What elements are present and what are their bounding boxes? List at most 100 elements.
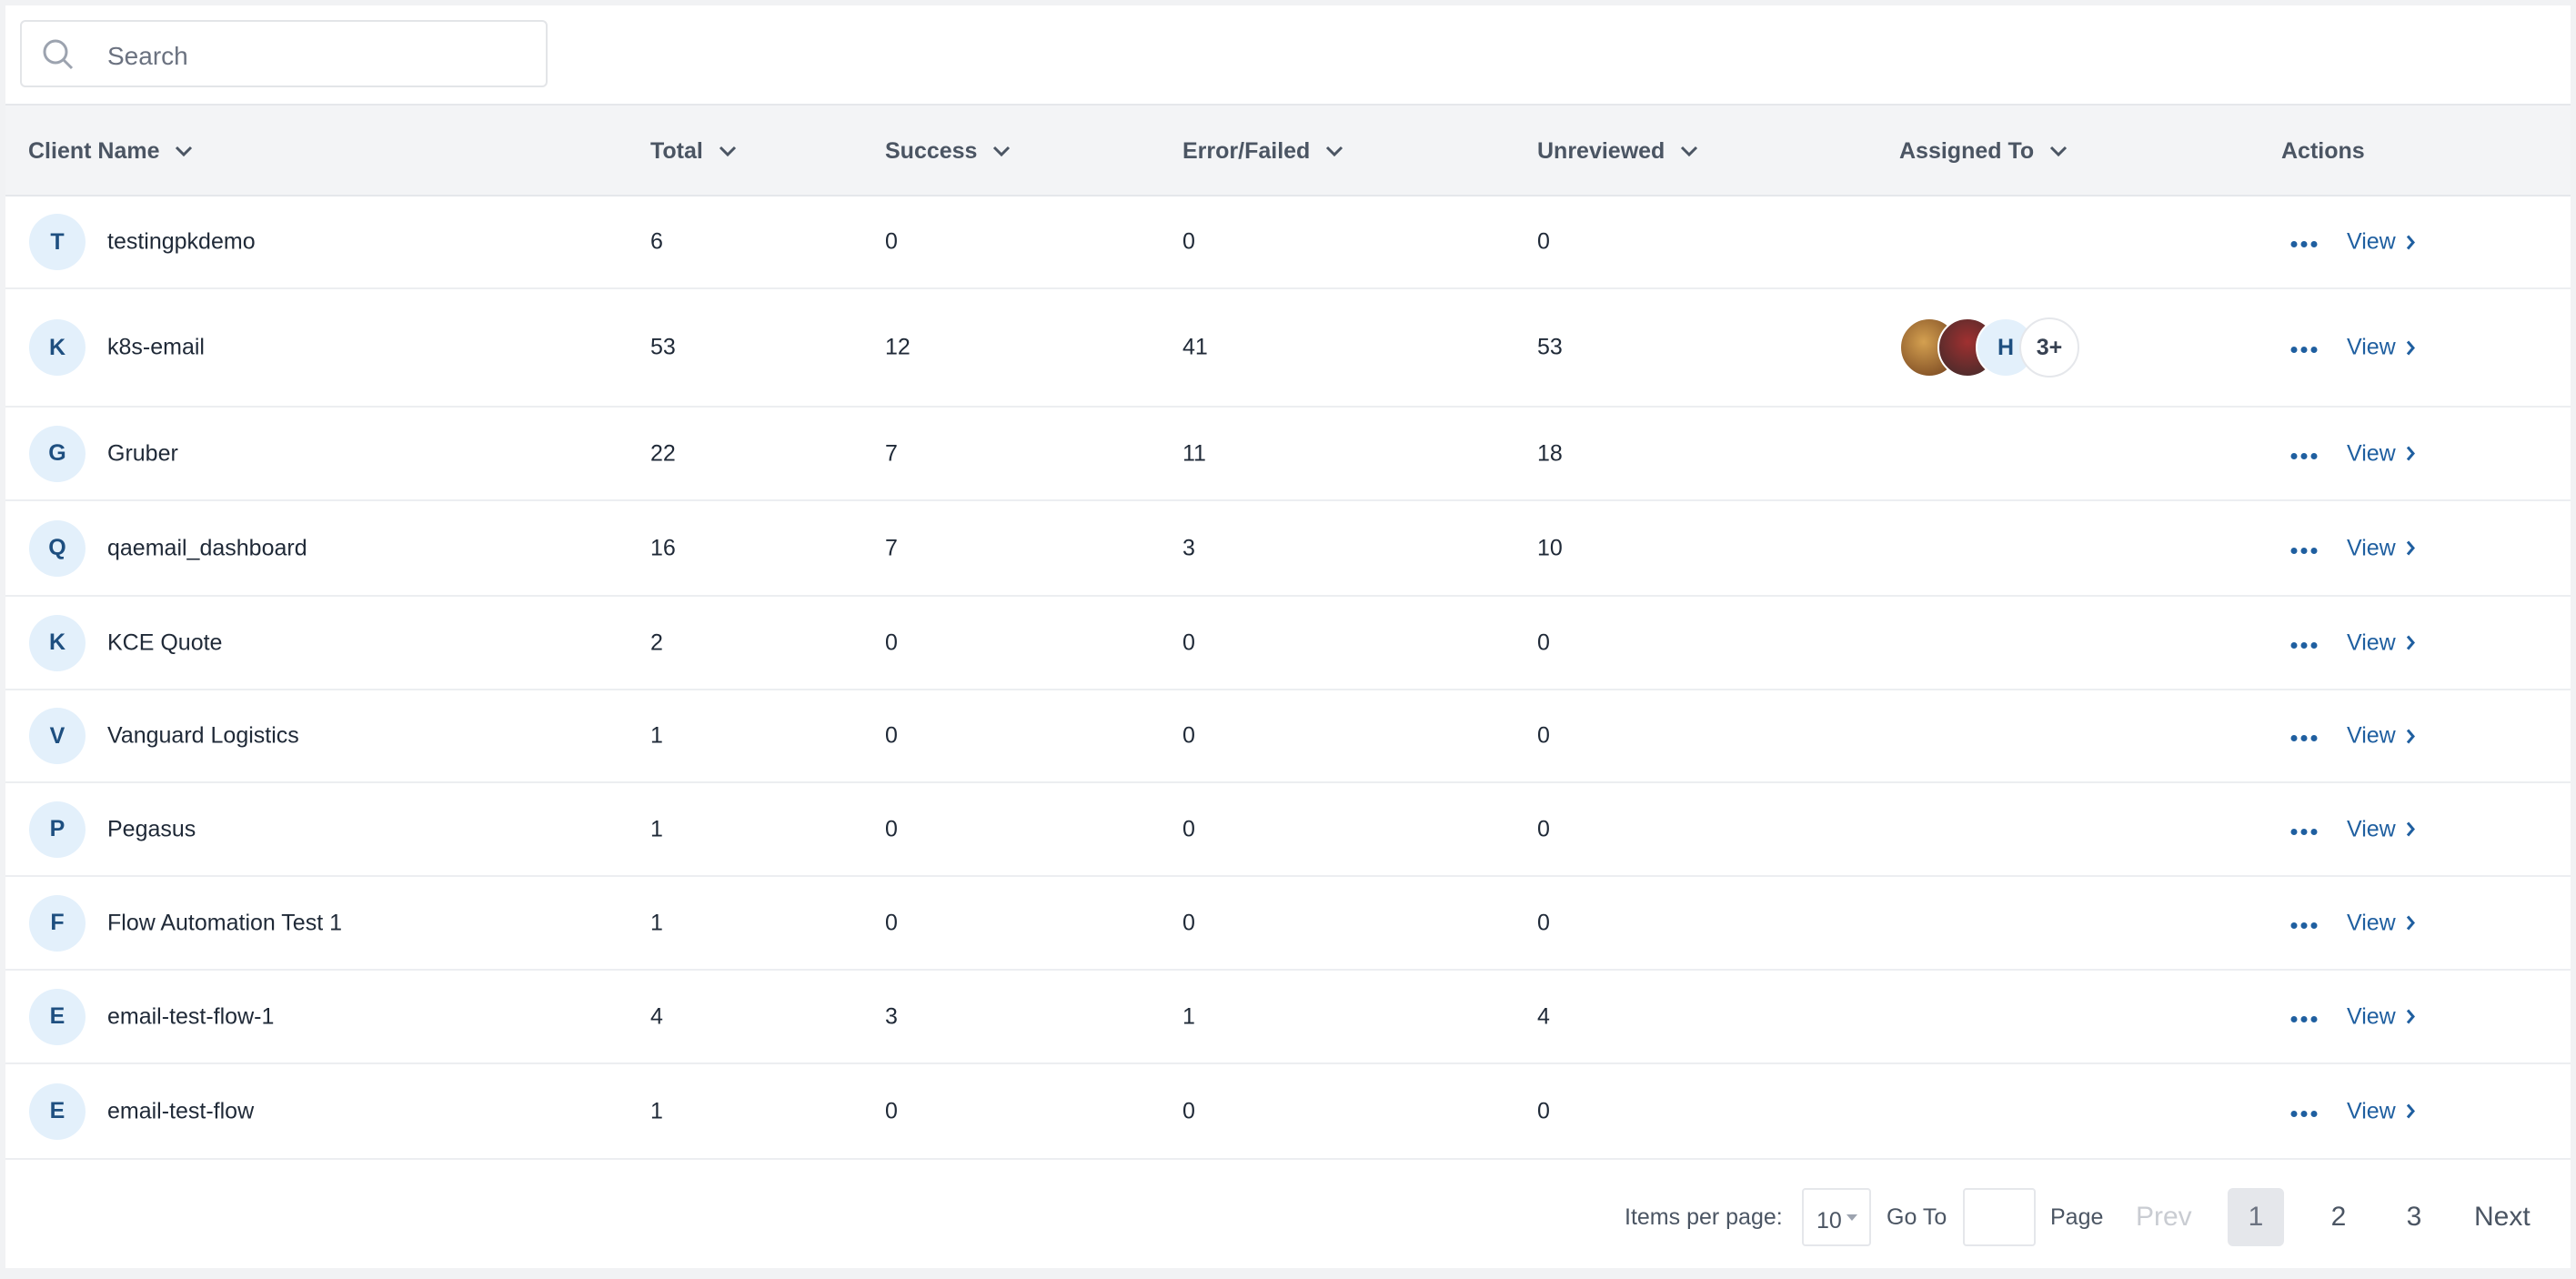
more-actions[interactable] [2290,816,2318,842]
sort-icon [174,145,194,157]
column-header[interactable]: Assigned To [1899,106,2068,196]
cell-unreviewed: 53 [1537,334,1563,360]
client-name: testingpkdemo [107,228,256,255]
client-name: Vanguard Logistics [107,722,299,749]
column-header: Actions [2281,106,2365,196]
column-label: Error/Failed [1182,137,1311,164]
client-avatar: Q [29,519,86,577]
column-label: Total [650,137,703,164]
column-label: Client Name [28,137,160,164]
cell-total: 1 [650,910,663,935]
cell-total: 2 [650,629,663,655]
cell-success: 3 [885,1003,898,1029]
view-link[interactable]: View [2347,910,2416,936]
prev-button[interactable]: Prev [2136,1202,2192,1232]
assignee-more[interactable]: 3+ [2019,317,2079,378]
view-link[interactable]: View [2347,535,2416,561]
page-button[interactable]: 2 [2330,1202,2347,1232]
cell-success: 0 [885,910,898,935]
view-label: View [2347,440,2396,466]
table-row: F Flow Automation Test 1 1 0 0 0 View [5,877,2571,971]
view-chevron [2405,1008,2416,1026]
view-label: View [2347,1003,2396,1029]
view-link[interactable]: View [2347,816,2416,842]
more-actions[interactable] [2290,1098,2318,1124]
goto-input[interactable] [1963,1188,2036,1246]
view-chevron [2405,539,2416,558]
cell-error: 0 [1182,722,1195,749]
cell-total: 1 [650,722,663,749]
view-link[interactable]: View [2347,723,2416,750]
more-actions[interactable] [2290,910,2318,936]
cell-unreviewed: 0 [1537,629,1550,655]
view-label: View [2347,535,2396,560]
items-select[interactable]: 10 [1802,1188,1871,1246]
column-header[interactable]: Client Name [28,106,194,196]
sort-icon [1324,145,1344,157]
view-link[interactable]: View [2347,229,2416,256]
cell-unreviewed: 0 [1537,228,1550,255]
column-label: Unreviewed [1537,137,1665,164]
client-name: k8s-email [107,334,205,360]
view-chevron [2405,1103,2416,1121]
cell-error: 0 [1182,228,1195,255]
cell-total: 16 [650,535,676,560]
cell-total: 1 [650,816,663,841]
cell-success: 12 [885,334,911,360]
client-avatar: T [29,214,86,270]
view-link[interactable]: View [2347,1003,2416,1030]
view-link[interactable]: View [2347,629,2416,656]
page-button[interactable]: 3 [2406,1202,2422,1232]
more-actions[interactable] [2290,229,2318,256]
cell-success: 0 [885,629,898,655]
search-box[interactable]: Search [20,20,548,87]
client-avatar: K [29,614,86,671]
cell-total: 4 [650,1003,663,1029]
client-avatar: F [29,894,86,952]
page-button[interactable]: 1 [2228,1188,2284,1246]
view-link[interactable]: View [2347,335,2416,361]
view-label: View [2347,228,2396,255]
cell-error: 41 [1182,334,1208,360]
more-actions[interactable] [2290,335,2318,361]
items-label: Items per page: [1625,1203,1783,1230]
cell-unreviewed: 10 [1537,535,1563,560]
view-chevron [2405,338,2416,357]
more-actions[interactable] [2290,440,2318,467]
column-header[interactable]: Total [650,106,738,196]
more-actions[interactable] [2290,629,2318,656]
cell-success: 0 [885,816,898,841]
page-label: Page [2050,1203,2104,1230]
column-header[interactable]: Unreviewed [1537,106,1699,196]
next-button[interactable]: Next [2474,1202,2531,1232]
more-actions[interactable] [2290,723,2318,750]
cell-error: 0 [1182,1098,1195,1123]
view-link[interactable]: View [2347,1098,2416,1124]
cell-error: 1 [1182,1003,1195,1029]
view-chevron [2405,445,2416,463]
column-header[interactable]: Error/Failed [1182,106,1344,196]
view-link[interactable]: View [2347,440,2416,467]
cell-total: 22 [650,440,676,466]
cell-unreviewed: 0 [1537,910,1550,935]
cell-total: 1 [650,1098,663,1123]
more-actions[interactable] [2290,1003,2318,1030]
cell-unreviewed: 0 [1537,722,1550,749]
client-avatar: G [29,425,86,482]
cell-success: 0 [885,722,898,749]
select-arrow [1846,1213,1858,1222]
cell-unreviewed: 18 [1537,440,1563,466]
more-actions[interactable] [2290,535,2318,561]
table-header: Client Name Total Success Error/Failed Unrev… [5,104,2571,196]
sort-icon [991,145,1011,157]
cell-error: 0 [1182,816,1195,841]
column-label: Success [885,137,978,164]
column-header[interactable]: Success [885,106,1011,196]
client-name: email-test-flow [107,1098,255,1123]
client-avatar: E [29,988,86,1045]
